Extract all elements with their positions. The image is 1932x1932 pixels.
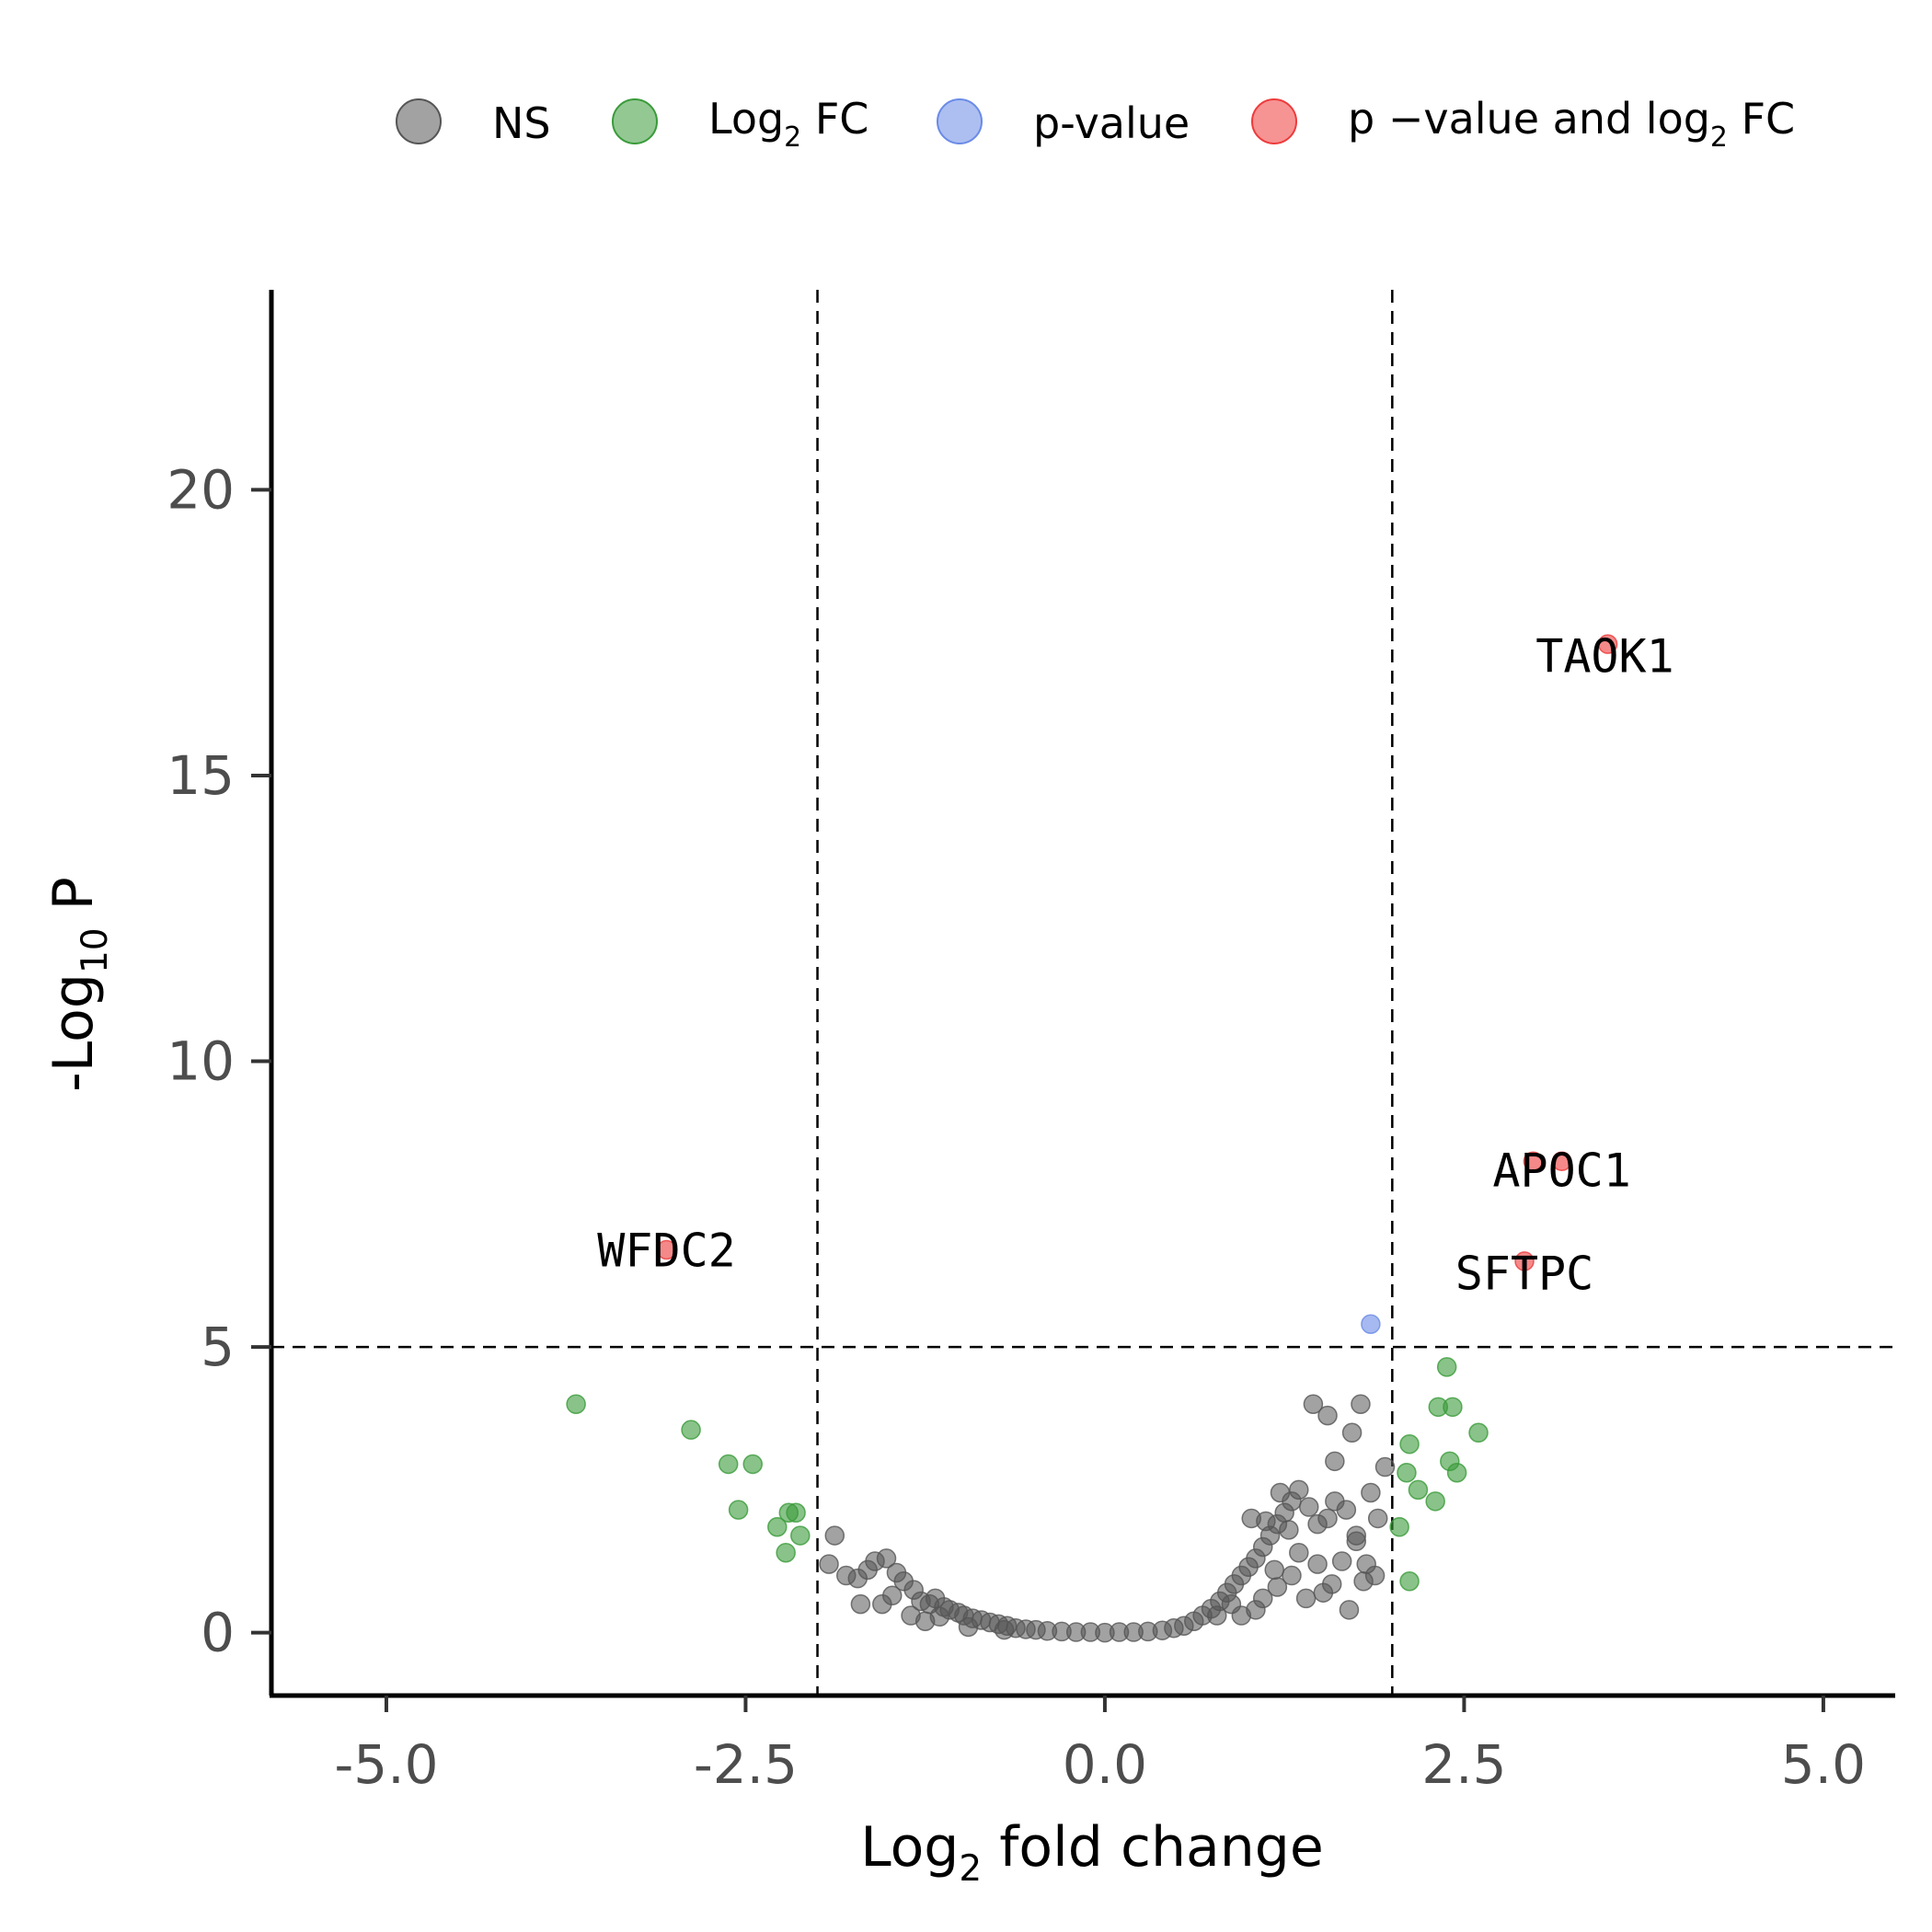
data-point [1317,1405,1338,1426]
data-point [1351,1394,1371,1414]
y-tick-label: 10 [167,1030,235,1093]
x-tick-label: -2.5 [694,1733,798,1796]
data-point [1336,1500,1357,1520]
gene-label: TAOK1 [1535,630,1674,684]
y-axis-title: -Log10 P [41,877,116,1092]
data-point [718,1454,739,1475]
data-point [1221,1593,1242,1615]
data-point [566,1394,586,1414]
data-point [824,1525,845,1546]
y-axis-ticks: 0 5 10 15 20 [167,458,271,1664]
data-point [1551,1151,1572,1171]
cutoff-lines [271,290,1895,1696]
data-point [1341,1422,1363,1443]
data-point [1436,1357,1457,1377]
data-point [1446,1463,1467,1483]
data-point [1361,1314,1381,1335]
series-3 [656,634,1618,1271]
y-tick-label: 5 [201,1316,235,1378]
data-point [1514,1251,1535,1271]
data-point [1207,1605,1227,1626]
data-point [681,1420,701,1440]
data-point [1317,1508,1338,1529]
data-point [1313,1582,1334,1603]
data-point [656,1239,677,1260]
data-point [1374,1456,1396,1478]
gene-annotations: TAOK1 APOC1 SFTPC WFDC2 [597,630,1673,1301]
x-axis-ticks: -5.0 -2.5 0.0 2.5 5.0 [334,1696,1866,1796]
legend: NS Log2 FC p-value p −value and log2 FC [396,94,1795,154]
data-point [1399,1433,1420,1455]
data-point [876,1548,897,1569]
data-point [1270,1482,1291,1503]
data-point [929,1606,950,1627]
data-points [566,634,1618,1643]
x-axis-title: Log2 fold change [860,1815,1324,1890]
data-point [1303,1394,1324,1414]
data-point [1468,1422,1489,1443]
data-point [767,1517,788,1537]
legend-label-ns: NS [492,98,551,148]
data-point [819,1554,839,1574]
x-tick-label: 0.0 [1063,1733,1147,1796]
legend-key-log2fc [612,98,658,144]
data-point [1425,1491,1445,1512]
data-point [850,1593,871,1615]
data-point [1256,1511,1276,1532]
data-point [1389,1517,1409,1537]
series-0 [819,1394,1396,1643]
data-point [994,1619,1015,1640]
y-tick-label: 15 [167,744,235,807]
data-point [786,1502,806,1523]
data-point [1397,1463,1417,1483]
data-point [1523,1151,1544,1171]
data-point [882,1585,903,1606]
legend-label-pvalue-and-log2fc: p −value and log2 FC [1348,94,1795,154]
gene-label: SFTPC [1455,1247,1594,1300]
data-point [1399,1571,1420,1592]
data-point [958,1616,979,1638]
y-tick-label: 20 [167,458,235,521]
data-point [1353,1571,1374,1592]
data-point [1307,1554,1328,1574]
x-tick-label: -5.0 [334,1733,438,1796]
data-point [1298,1497,1319,1517]
data-point [1289,1479,1309,1501]
gene-label: WFDC2 [597,1225,736,1278]
data-point [1339,1600,1360,1620]
data-point [1443,1397,1463,1418]
legend-key-pvalue [937,98,983,144]
data-point [1279,1520,1299,1540]
x-tick-label: 2.5 [1421,1733,1506,1796]
legend-key-ns [396,98,442,144]
data-point [742,1454,764,1475]
data-point [1331,1551,1352,1571]
data-point [1408,1479,1429,1501]
data-point [1264,1559,1284,1581]
legend-label-pvalue: p-value [1033,98,1190,148]
data-point [1367,1508,1388,1529]
data-point [776,1542,796,1563]
series-2 [1361,1314,1381,1335]
x-tick-label: 5.0 [1781,1733,1866,1796]
data-point [1346,1525,1367,1546]
data-point [1295,1588,1317,1609]
data-point [1325,1451,1345,1472]
series-1 [566,1357,1489,1592]
legend-label-log2fc: Log2 FC [708,94,868,154]
data-point [1289,1542,1309,1563]
data-point [1361,1482,1381,1503]
gene-label: APOC1 [1492,1144,1631,1198]
data-point [728,1500,749,1520]
data-point [1282,1565,1302,1586]
y-tick-label: 0 [201,1602,235,1664]
data-point [790,1525,811,1546]
axes: -5.0 -2.5 0.0 2.5 5.0 0 5 10 15 20 [167,290,1895,1796]
data-point [1597,634,1618,654]
legend-key-pvalue-and-log2fc [1251,98,1297,144]
